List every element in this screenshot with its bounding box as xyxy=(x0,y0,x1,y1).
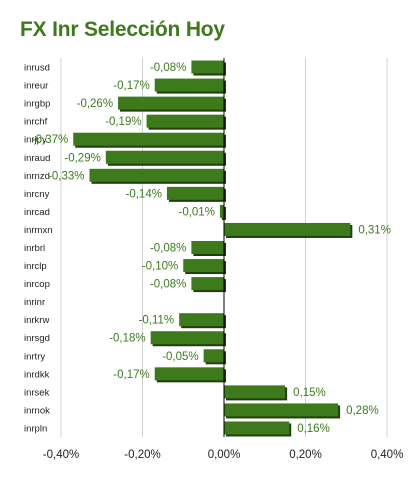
category-label: inrgbp xyxy=(24,99,50,110)
category-label: inrsek xyxy=(24,387,50,398)
x-tick-label: -0,20% xyxy=(124,449,160,461)
value-label: 0,31% xyxy=(358,224,391,236)
category-label: inrtry xyxy=(24,351,45,362)
value-label: -0,10% xyxy=(142,261,178,273)
value-label: 0,15% xyxy=(293,387,326,399)
category-label: inrcny xyxy=(24,189,50,200)
category-label: inrchf xyxy=(24,117,48,128)
value-label: -0,17% xyxy=(113,80,149,92)
category-label: inrinr xyxy=(24,297,45,308)
category-label: inrnok xyxy=(24,405,50,416)
value-label: -0,14% xyxy=(126,188,162,200)
category-label: inraud xyxy=(24,153,50,164)
value-label: -0,19% xyxy=(105,116,141,128)
bar xyxy=(73,132,224,146)
value-label: -0,01% xyxy=(178,206,214,218)
value-label: 0,16% xyxy=(297,423,330,435)
category-label: inrjpy xyxy=(24,135,47,146)
value-label: -0,33% xyxy=(48,170,84,182)
category-label: inreur xyxy=(24,81,48,92)
value-label: -0,05% xyxy=(162,351,198,363)
category-label: inrdkk xyxy=(24,369,50,380)
bar xyxy=(179,313,224,327)
bar xyxy=(219,204,224,218)
value-label: 0,28% xyxy=(346,405,379,417)
bar xyxy=(118,96,224,110)
category-label: inrusd xyxy=(24,63,50,74)
bar xyxy=(191,241,224,254)
category-label: inrcad xyxy=(24,207,50,218)
category-label: inrnzd xyxy=(24,171,50,182)
bar xyxy=(146,114,224,128)
bar xyxy=(224,385,286,399)
x-tick-label: 0,20% xyxy=(289,449,322,461)
bar xyxy=(224,421,290,435)
value-label: -0,17% xyxy=(113,369,149,381)
category-label: inrbrl xyxy=(24,243,45,254)
x-tick-label: 0,40% xyxy=(371,449,404,461)
bar xyxy=(224,222,351,236)
value-label: -0,26% xyxy=(77,98,113,110)
value-label: -0,08% xyxy=(150,243,186,255)
bar xyxy=(166,186,224,200)
category-label: inrclp xyxy=(24,261,47,272)
bar xyxy=(191,60,224,74)
bar xyxy=(203,349,224,363)
value-label: -0,08% xyxy=(150,62,186,74)
value-label: -0,37% xyxy=(32,134,68,146)
x-tick-label: -0,40% xyxy=(43,449,79,461)
value-label: -0,11% xyxy=(139,315,175,327)
value-label: -0,29% xyxy=(64,152,100,164)
bar xyxy=(191,277,224,291)
category-label: inrsgd xyxy=(24,333,50,344)
category-label: inrmxn xyxy=(24,225,53,236)
value-label: -0,18% xyxy=(109,333,145,345)
bar xyxy=(150,331,224,345)
category-label: inrpln xyxy=(24,423,47,434)
x-tick-label: 0,00% xyxy=(208,449,241,461)
category-label: inrcop xyxy=(24,279,50,290)
bar xyxy=(154,367,224,381)
bar xyxy=(224,403,339,417)
bar xyxy=(89,168,225,182)
bar xyxy=(105,150,224,164)
category-label: inrkrw xyxy=(24,315,49,326)
bar xyxy=(183,259,224,273)
bar xyxy=(154,78,224,92)
value-label: -0,08% xyxy=(150,279,186,291)
chart-title: FX Inr Selección Hoy xyxy=(20,18,225,41)
